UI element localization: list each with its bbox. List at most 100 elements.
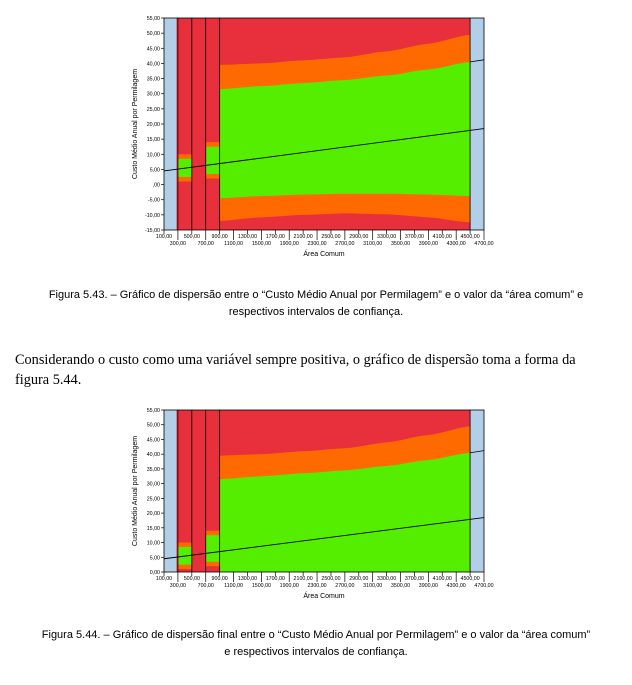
figure-caption: Figura 5.43. – Gráfico de dispersão entr…: [20, 287, 612, 321]
y-tick-label: 40,00: [147, 452, 160, 458]
x-tick-label: 1700,00: [266, 576, 285, 582]
x-tick-label: 1500,00: [252, 241, 271, 247]
x-tick-label: 500,00: [184, 576, 200, 582]
x-tick-label: 900,00: [212, 234, 228, 240]
x-tick-label: 3100,00: [363, 583, 382, 589]
green-band: [219, 452, 471, 572]
x-tick-label: 300,00: [170, 241, 186, 247]
caption-line: Figura 5.44. – Gráfico de dispersão fina…: [41, 629, 591, 641]
x-tick-label: 4300,00: [447, 583, 466, 589]
x-tick-label: 3500,00: [391, 241, 410, 247]
x-tick-label: 700,00: [198, 241, 214, 247]
y-tick-label: 55,00: [147, 408, 160, 414]
x-tick-label: 2900,00: [349, 234, 368, 240]
y-tick-label: 45,00: [147, 437, 160, 443]
x-tick-label: 4100,00: [433, 234, 452, 240]
y-tick-label: 5,00: [150, 167, 160, 173]
x-tick-label: 300,00: [170, 583, 186, 589]
y-tick-label: -10,00: [145, 213, 160, 219]
y-tick-label: 25,00: [147, 107, 160, 113]
y-tick-label: 35,00: [147, 467, 160, 473]
y-tick-label: 30,00: [147, 482, 160, 488]
y-tick-label: 30,00: [147, 92, 160, 98]
caption-line: Figura 5.43. – Gráfico de dispersão entr…: [48, 289, 584, 301]
chart-svg: 55,00 50,00 45,00 40,00 35,00 30,00 25,00 20,00…: [132, 408, 494, 600]
x-tick-label: 2100,00: [294, 234, 313, 240]
x-tick-label: 2700,00: [335, 583, 354, 589]
paragraph-line: figura 5.44.: [15, 372, 82, 388]
y-tick-label: 45,00: [147, 46, 160, 52]
y-tick-label: 15,00: [147, 526, 160, 532]
x-tick-label: 2700,00: [335, 241, 354, 247]
right-band: [470, 18, 484, 230]
y-tick-label: 20,00: [147, 511, 160, 517]
x-tick-label: 2900,00: [349, 576, 368, 582]
x-tick-label: 4300,00: [447, 241, 466, 247]
y-tick-label: 50,00: [147, 31, 160, 37]
x-tick-label: 1300,00: [238, 234, 257, 240]
strip-mid-green: [205, 535, 220, 562]
x-tick-label: 3300,00: [377, 234, 396, 240]
x-tick-label: 1300,00: [238, 576, 257, 582]
y-axis-label: Custo Médio Anual por Permilagem: [132, 436, 139, 546]
strip-mid-green: [205, 146, 220, 174]
x-axis-label: Área Comum: [303, 591, 344, 600]
fit-line: [163, 128, 485, 172]
y-tick-label: 0,00: [150, 570, 160, 576]
y-tick-label: 40,00: [147, 61, 160, 67]
x-tick-label: 900,00: [212, 576, 228, 582]
x-tick-label: 4500,00: [461, 234, 480, 240]
x-tick-label: 3500,00: [391, 583, 410, 589]
x-axis-label: Área Comum: [303, 249, 344, 258]
caption-line: e respectivos intervalos de confiança.: [224, 646, 408, 658]
x-tick-label: 2500,00: [321, 576, 340, 582]
x-tick-label: 1100,00: [224, 583, 243, 589]
paragraph-line: Considerando o custo como uma variável s…: [15, 352, 576, 368]
fit-line: [163, 517, 485, 560]
y-tick-label: -15,00: [145, 228, 160, 234]
y-tick-label: -5,00: [148, 198, 160, 204]
y-tick-label: ,00: [153, 183, 160, 189]
left-band: [164, 410, 177, 572]
chart-figure-5-44: 55,00 50,00 45,00 40,00 35,00 30,00 25,00 20,00…: [0, 402, 632, 612]
x-tick-label: 1700,00: [266, 234, 285, 240]
chart-svg: 55,00 50,00 45,00 40,00 35,00 30,00 25,00 20,00…: [132, 16, 494, 258]
x-tick-label: 1100,00: [224, 241, 243, 247]
x-tick-label: 1500,00: [252, 583, 271, 589]
x-tick-label: 4500,00: [461, 576, 480, 582]
left-band: [164, 18, 177, 230]
y-tick-label: 20,00: [147, 122, 160, 128]
x-tick-label: 700,00: [198, 583, 214, 589]
x-tick-label: 1900,00: [280, 583, 299, 589]
upper-interval-line: [470, 450, 485, 454]
y-tick-label: 5,00: [150, 555, 160, 561]
x-tick-label: 3900,00: [419, 241, 438, 247]
y-tick-label: 10,00: [147, 541, 160, 547]
y-tick-label: 35,00: [147, 77, 160, 83]
y-tick-label: 15,00: [147, 137, 160, 143]
x-tick-label: 1900,00: [280, 241, 299, 247]
y-tick-label: 55,00: [147, 16, 160, 22]
x-tick-label: 2500,00: [321, 234, 340, 240]
chart-figure-5-43: 55,00 50,00 45,00 40,00 35,00 30,00 25,00 20,00…: [0, 8, 632, 268]
x-tick-label: 2100,00: [294, 576, 313, 582]
x-tick-label: 3700,00: [405, 576, 424, 582]
body-paragraph: Considerando o custo como uma variável s…: [15, 350, 619, 390]
x-tick-label: 2300,00: [307, 241, 326, 247]
x-tick-label: 500,00: [184, 234, 200, 240]
x-tick-label: 3100,00: [363, 241, 382, 247]
y-tick-label: 50,00: [147, 423, 160, 429]
x-tick-label: 4100,00: [433, 576, 452, 582]
x-tick-label: 3300,00: [377, 576, 396, 582]
green-band: [219, 61, 471, 199]
x-tick-label: 2300,00: [307, 583, 326, 589]
x-tick-label: 100,00: [156, 576, 172, 582]
plot-frame: [163, 409, 485, 573]
x-tick-label: 4700,00: [474, 241, 493, 247]
y-tick-label: 10,00: [147, 152, 160, 158]
x-tick-label: 100,00: [156, 234, 172, 240]
upper-interval-line: [470, 59, 485, 63]
caption-line: respectivos intervalos de confiança.: [228, 306, 404, 318]
x-tick-label: 3900,00: [419, 583, 438, 589]
x-tick-label: 3700,00: [405, 234, 424, 240]
